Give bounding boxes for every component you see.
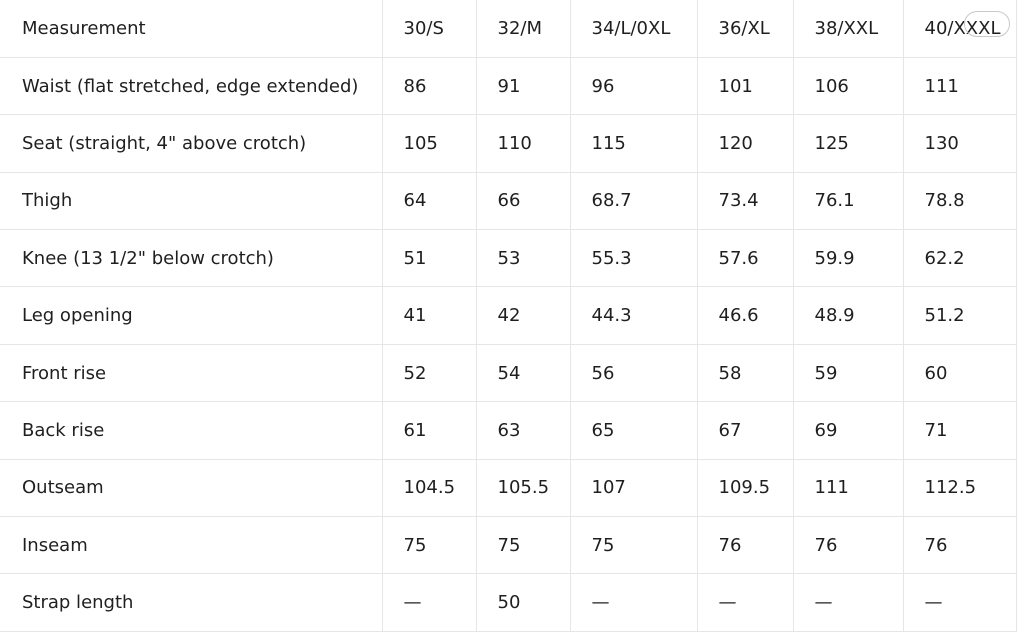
value-cell: 76 — [697, 516, 794, 575]
value-cell: 66 — [476, 172, 571, 231]
header-cell: 38/XXL — [793, 0, 904, 58]
value-cell: 65 — [570, 401, 698, 460]
header-row: Measurement 30/S 32/M 34/L/0XL 36/XL 38/XXL 40… — [0, 0, 1017, 58]
measurement-cell: Outseam — [0, 459, 383, 518]
value-cell: 71 — [903, 401, 1017, 460]
table-row: Waist (flat stretched, edge extended) 86 9… — [0, 57, 1017, 116]
value-cell: 101 — [697, 57, 794, 116]
header-cell: 36/XL — [697, 0, 794, 58]
value-cell: 106 — [793, 57, 904, 116]
value-cell: 44.3 — [570, 286, 698, 345]
measurement-cell: Strap length — [0, 573, 383, 632]
value-cell: 91 — [476, 57, 571, 116]
value-cell: 41 — [382, 286, 477, 345]
value-cell: 61 — [382, 401, 477, 460]
header-cell: 30/S — [382, 0, 477, 58]
table-row: Leg opening 41 42 44.3 46.6 48.9 51.2 — [0, 286, 1017, 345]
value-cell: 130 — [903, 114, 1017, 173]
value-cell: 64 — [382, 172, 477, 231]
value-cell: 51.2 — [903, 286, 1017, 345]
value-cell: 105 — [382, 114, 477, 173]
value-cell: 78.8 — [903, 172, 1017, 231]
scroll-indicator — [964, 11, 1010, 37]
value-cell: 62.2 — [903, 229, 1017, 288]
measurement-cell: Waist (flat stretched, edge extended) — [0, 57, 383, 116]
value-cell: — — [903, 573, 1017, 632]
value-cell: 75 — [570, 516, 698, 575]
value-cell: 75 — [476, 516, 571, 575]
table-row: Inseam 75 75 75 76 76 76 — [0, 516, 1017, 575]
value-cell: — — [697, 573, 794, 632]
value-cell: 86 — [382, 57, 477, 116]
table-row: Outseam 104.5 105.5 107 109.5 111 112.5 — [0, 459, 1017, 518]
table-row: Thigh 64 66 68.7 73.4 76.1 78.8 — [0, 172, 1017, 231]
value-cell: 76 — [903, 516, 1017, 575]
value-cell: 96 — [570, 57, 698, 116]
value-cell: — — [793, 573, 904, 632]
value-cell: 125 — [793, 114, 904, 173]
value-cell: 111 — [793, 459, 904, 518]
value-cell: 112.5 — [903, 459, 1017, 518]
value-cell: 76 — [793, 516, 904, 575]
value-cell: 109.5 — [697, 459, 794, 518]
value-cell: 48.9 — [793, 286, 904, 345]
value-cell: 107 — [570, 459, 698, 518]
value-cell: 53 — [476, 229, 571, 288]
value-cell: 60 — [903, 344, 1017, 403]
value-cell: 63 — [476, 401, 571, 460]
value-cell: 55.3 — [570, 229, 698, 288]
value-cell: 52 — [382, 344, 477, 403]
value-cell: 59.9 — [793, 229, 904, 288]
value-cell: 50 — [476, 573, 571, 632]
value-cell: 68.7 — [570, 172, 698, 231]
value-cell: 57.6 — [697, 229, 794, 288]
value-cell: 76.1 — [793, 172, 904, 231]
value-cell: 54 — [476, 344, 571, 403]
value-cell: 58 — [697, 344, 794, 403]
measurement-cell: Inseam — [0, 516, 383, 575]
value-cell: — — [382, 573, 477, 632]
value-cell: 69 — [793, 401, 904, 460]
measurement-cell: Thigh — [0, 172, 383, 231]
measurement-cell: Seat (straight, 4" above crotch) — [0, 114, 383, 173]
header-cell: 34/L/0XL — [570, 0, 698, 58]
header-cell: Measurement — [0, 0, 383, 58]
measurement-cell: Back rise — [0, 401, 383, 460]
value-cell: 105.5 — [476, 459, 571, 518]
value-cell: 51 — [382, 229, 477, 288]
value-cell: 59 — [793, 344, 904, 403]
measurement-cell: Front rise — [0, 344, 383, 403]
table-row: Back rise 61 63 65 67 69 71 — [0, 401, 1017, 460]
table-row: Front rise 52 54 56 58 59 60 — [0, 344, 1017, 403]
table-row: Seat (straight, 4" above crotch) 105 110 11… — [0, 114, 1017, 173]
value-cell: 111 — [903, 57, 1017, 116]
header-cell: 32/M — [476, 0, 571, 58]
value-cell: 120 — [697, 114, 794, 173]
value-cell: — — [570, 573, 698, 632]
table-row: Strap length —50— — — — — [0, 573, 1017, 632]
value-cell: 75 — [382, 516, 477, 575]
value-cell: 110 — [476, 114, 571, 173]
value-cell: 42 — [476, 286, 571, 345]
value-cell: 115 — [570, 114, 698, 173]
measurement-cell: Leg opening — [0, 286, 383, 345]
value-cell: 73.4 — [697, 172, 794, 231]
measurement-cell: Knee (13 1/2" below crotch) — [0, 229, 383, 288]
table-row: Knee (13 1/2" below crotch) 51 53 55.3 57.6 5… — [0, 229, 1017, 288]
value-cell: 46.6 — [697, 286, 794, 345]
value-cell: 104.5 — [382, 459, 477, 518]
value-cell: 67 — [697, 401, 794, 460]
size-table: Measurement 30/S 32/M 34/L/0XL 36/XL 38/XXL 40… — [0, 0, 1017, 632]
value-cell: 56 — [570, 344, 698, 403]
